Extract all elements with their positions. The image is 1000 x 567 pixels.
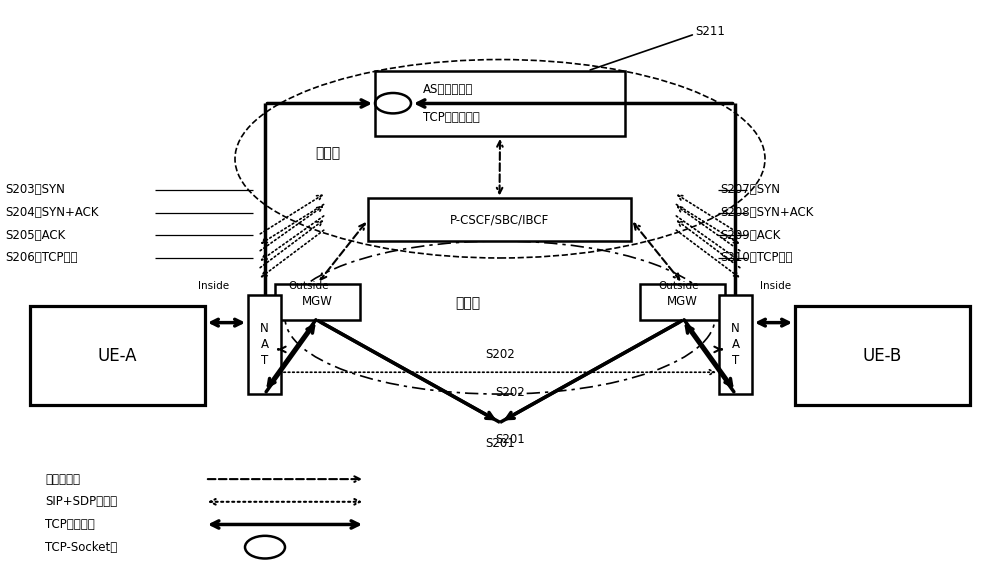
Text: TCP媒体流：: TCP媒体流： <box>45 518 95 531</box>
Text: 媒体控制：: 媒体控制： <box>45 473 80 485</box>
Text: Inside: Inside <box>198 281 229 291</box>
Text: Inside: Inside <box>760 281 791 291</box>
Text: S201: S201 <box>485 437 515 450</box>
Text: S211: S211 <box>695 25 725 37</box>
Text: S206：TCP通道: S206：TCP通道 <box>5 252 78 264</box>
Text: TCP-Socket：: TCP-Socket： <box>45 541 117 553</box>
Text: UE-B: UE-B <box>863 347 902 365</box>
Text: S204：SYN+ACK: S204：SYN+ACK <box>5 206 98 219</box>
Text: S209：ACK: S209：ACK <box>720 229 780 242</box>
Text: S210：TCP通道: S210：TCP通道 <box>720 252 792 264</box>
Text: SIP+SDP信令：: SIP+SDP信令： <box>45 496 117 508</box>
Text: Outside: Outside <box>288 281 328 291</box>
Text: AS应用服务器: AS应用服务器 <box>423 83 473 96</box>
Bar <box>275 284 360 320</box>
Bar <box>30 306 205 405</box>
Text: S208：SYN+ACK: S208：SYN+ACK <box>720 206 813 219</box>
Text: P-CSCF/SBC/IBCF: P-CSCF/SBC/IBCF <box>450 213 549 226</box>
Text: MGW: MGW <box>302 295 333 308</box>
Text: 核心网: 核心网 <box>315 146 340 160</box>
Text: S201: S201 <box>495 433 525 446</box>
Bar <box>375 71 625 136</box>
Bar <box>368 198 631 241</box>
Text: N
A
T: N A T <box>260 322 269 367</box>
Text: S202: S202 <box>495 386 525 399</box>
Text: S205：ACK: S205：ACK <box>5 229 65 242</box>
Bar <box>248 295 281 394</box>
Text: UE-A: UE-A <box>98 347 137 365</box>
Text: Outside: Outside <box>658 281 698 291</box>
Text: S202: S202 <box>485 348 515 361</box>
Text: MGW: MGW <box>667 295 698 308</box>
Text: TCP媒体服务器: TCP媒体服务器 <box>423 111 480 124</box>
Text: 传输网: 传输网 <box>455 297 480 310</box>
Bar <box>640 284 725 320</box>
Bar <box>795 306 970 405</box>
Text: N
A
T: N A T <box>731 322 740 367</box>
Text: S207：SYN: S207：SYN <box>720 184 780 196</box>
Bar <box>719 295 752 394</box>
Text: S203：SYN: S203：SYN <box>5 184 65 196</box>
